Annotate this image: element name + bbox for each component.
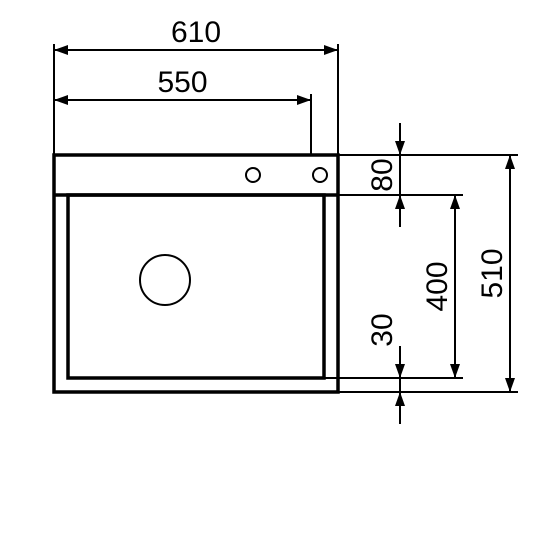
arrowhead <box>54 95 68 105</box>
dim-400-label: 400 <box>421 261 454 311</box>
arrowhead <box>54 45 68 55</box>
dim-550-label: 550 <box>157 66 207 99</box>
dim-610-label: 610 <box>171 16 221 49</box>
sink-basin-rect <box>68 195 324 378</box>
control-hole-circle <box>313 168 327 182</box>
arrowhead <box>450 364 460 378</box>
sink-dimension-diagram: 610 550 80 30 400 510 <box>0 0 550 550</box>
arrowhead <box>395 392 405 406</box>
arrowhead <box>297 95 311 105</box>
arrowhead <box>395 141 405 155</box>
sink-outer-rect <box>54 155 338 392</box>
arrowhead <box>505 155 515 169</box>
arrowhead <box>395 364 405 378</box>
arrowhead <box>395 195 405 209</box>
arrowhead <box>324 45 338 55</box>
dim-30-label: 30 <box>366 313 399 346</box>
tap-hole-circle <box>246 168 260 182</box>
dim-80-label: 80 <box>366 158 399 191</box>
arrowhead <box>505 378 515 392</box>
arrowhead <box>450 195 460 209</box>
drain-circle <box>140 255 190 305</box>
dim-510-label: 510 <box>476 248 509 298</box>
